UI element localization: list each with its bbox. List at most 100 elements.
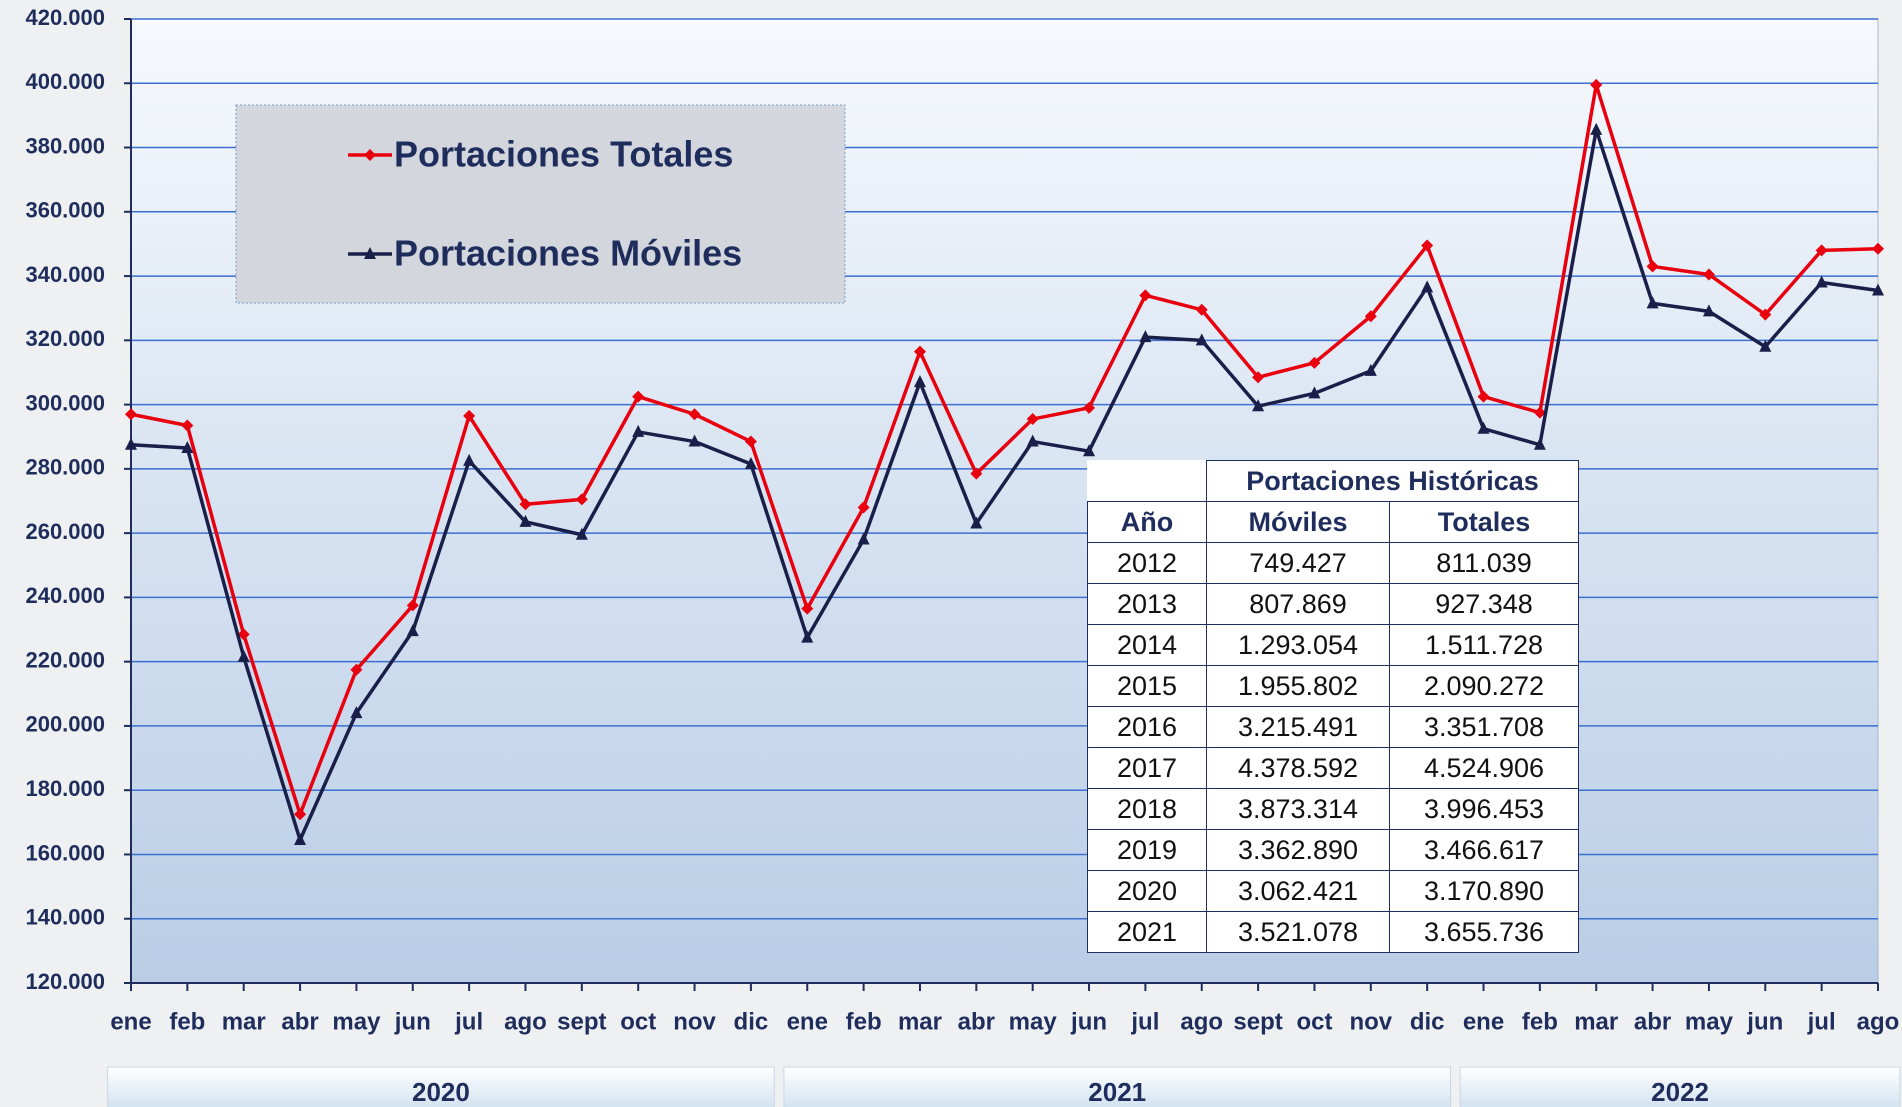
x-tick-label: ene [1463, 1008, 1504, 1035]
table-cell: Año [1087, 501, 1207, 543]
marker [1759, 339, 1772, 352]
marker [1308, 386, 1321, 399]
table-row: 2021 3.521.078 3.655.736 [1087, 911, 1579, 953]
y-tick-label: 260.000 [25, 519, 105, 544]
marker [1872, 242, 1884, 255]
marker [1139, 330, 1152, 343]
x-tick-label: feb [846, 1008, 882, 1035]
table-cell: 749.427 [1206, 542, 1390, 584]
table-cell: 3.062.421 [1206, 870, 1390, 912]
table-cell: 2012 [1087, 542, 1207, 584]
marker [1195, 333, 1208, 346]
marker [857, 532, 870, 545]
x-tick-label: may [1685, 1008, 1734, 1035]
marker [237, 628, 250, 641]
table-cell: 2016 [1087, 706, 1207, 748]
marker [1702, 304, 1715, 317]
marker [519, 498, 532, 511]
marker [1815, 275, 1828, 288]
marker [1364, 310, 1377, 323]
marker [1590, 78, 1603, 91]
y-tick-label: 180.000 [25, 776, 105, 801]
table-cell: 4.378.592 [1206, 747, 1390, 789]
year-label: 2021 [1088, 1077, 1146, 1107]
marker [913, 345, 926, 358]
x-tick-label: sept [1233, 1008, 1282, 1035]
table-cell: 4.524.906 [1389, 747, 1579, 789]
series-line [130, 83, 1879, 817]
table-row: 2012 749.427 811.039 [1087, 542, 1579, 584]
x-tick-label: jun [1070, 1008, 1107, 1035]
table-title: Portaciones Históricas [1206, 460, 1579, 502]
x-tick-label: dic [734, 1008, 769, 1035]
marker [463, 453, 476, 466]
table-cell: 1.293.054 [1206, 624, 1390, 666]
legend-box [235, 104, 846, 304]
marker [1421, 239, 1434, 252]
year-band [107, 1066, 775, 1107]
table-cell: 2017 [1087, 747, 1207, 789]
y-tick-label: 320.000 [25, 326, 105, 351]
x-tick-label: ago [1857, 1008, 1900, 1035]
marker [364, 149, 376, 161]
marker [970, 467, 983, 480]
marker [1759, 308, 1772, 321]
table-cell: 3.215.491 [1206, 706, 1390, 748]
table-cell: 927.348 [1389, 583, 1579, 625]
marker [463, 409, 476, 422]
table-cell: 3.655.736 [1389, 911, 1579, 953]
marker [1590, 122, 1603, 135]
x-tick-label: nov [673, 1008, 716, 1035]
year-band [1459, 1066, 1901, 1107]
marker [1872, 283, 1884, 296]
table-cell: 3.170.890 [1389, 870, 1579, 912]
marker [632, 390, 645, 403]
table-cell: 2019 [1087, 829, 1207, 871]
table-cell: 2020 [1087, 870, 1207, 912]
marker [857, 501, 870, 514]
marker [1646, 260, 1659, 273]
x-tick-label: ago [1180, 1008, 1223, 1035]
table-cell: 1.955.802 [1206, 665, 1390, 707]
y-tick-label: 400.000 [25, 69, 105, 94]
year-label: 2020 [412, 1077, 470, 1107]
marker [1702, 268, 1715, 281]
table-cell: 3.996.453 [1389, 788, 1579, 830]
year-label: 2022 [1651, 1077, 1709, 1107]
marker [1646, 296, 1659, 309]
table-cell: 807.869 [1206, 583, 1390, 625]
y-tick-label: 420.000 [25, 5, 105, 30]
table-cell: Totales [1389, 501, 1579, 543]
table-row: Año Móviles Totales [1087, 501, 1579, 543]
x-tick-label: ene [110, 1008, 151, 1035]
x-tick-label: jun [1746, 1008, 1783, 1035]
marker [125, 437, 137, 450]
marker [801, 630, 814, 643]
marker [632, 424, 645, 437]
marker [1252, 399, 1265, 412]
x-tick-label: sept [557, 1008, 606, 1035]
marker [1083, 444, 1096, 457]
y-tick-label: 280.000 [25, 455, 105, 480]
marker [1815, 244, 1828, 257]
marker [1083, 401, 1096, 414]
marker [1139, 289, 1152, 302]
table-row: 2014 1.293.054 1.511.728 [1087, 624, 1579, 666]
y-tick-label: 380.000 [25, 133, 105, 158]
y-tick-label: 300.000 [25, 390, 105, 415]
marker [406, 599, 419, 612]
table-cell: 3.466.617 [1389, 829, 1579, 871]
series-line [130, 128, 1879, 842]
table-cell: 3.873.314 [1206, 788, 1390, 830]
marker [1477, 421, 1490, 434]
marker [970, 516, 983, 529]
x-tick-label: mar [1574, 1008, 1618, 1035]
marker [744, 435, 757, 448]
table-cell: 3.362.890 [1206, 829, 1390, 871]
marker [1195, 303, 1208, 316]
table-row: 2015 1.955.802 2.090.272 [1087, 665, 1579, 707]
x-tick-label: oct [620, 1008, 656, 1035]
history-table: Portaciones Históricas Año Móviles Totales… [1087, 460, 1579, 953]
marker [688, 434, 701, 447]
marker [125, 408, 137, 421]
